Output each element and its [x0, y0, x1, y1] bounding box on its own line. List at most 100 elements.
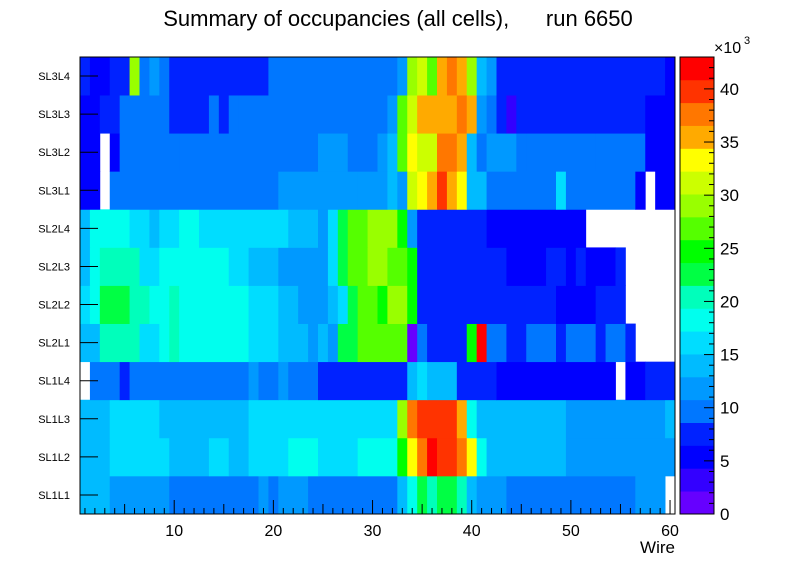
heatmap-cell	[456, 323, 468, 363]
heatmap-cell	[248, 399, 359, 439]
heatmap-cell	[119, 133, 180, 172]
heatmap-cell	[417, 285, 428, 324]
heatmap-cell	[119, 57, 130, 96]
heatmap-cell	[456, 95, 468, 134]
heatmap-cell	[129, 285, 150, 324]
y-tick-label: SL3L2	[38, 147, 70, 159]
x-tick-label: 30	[364, 523, 382, 540]
heatmap-cell	[526, 323, 557, 363]
heatmap-cell	[595, 95, 646, 134]
heatmap-cell	[327, 209, 339, 248]
heatmap-cell	[556, 285, 597, 324]
heatmap-cell	[99, 95, 121, 134]
heatmap-cell	[476, 399, 567, 439]
heatmap-cell	[565, 247, 577, 286]
heatmap-cell	[407, 95, 418, 134]
heatmap-cell	[407, 209, 418, 248]
heatmap-cell	[109, 475, 170, 515]
heatmap-cell	[119, 95, 170, 134]
colorbar-bin	[680, 491, 714, 515]
heatmap-cell	[397, 95, 408, 134]
colorbar-tick-label: 20	[720, 292, 739, 311]
y-tick-label: SL3L1	[38, 185, 70, 197]
heatmap-cell	[129, 361, 249, 401]
heatmap-cell	[318, 133, 349, 172]
heatmap-cell	[278, 247, 329, 286]
heatmap-cell	[437, 437, 458, 477]
heatmap-cell	[645, 133, 676, 172]
heatmap-cell	[486, 323, 507, 363]
y-tick-label: SL1L4	[38, 376, 70, 388]
y-tick-label: SL2L1	[38, 338, 70, 350]
heatmap-cell	[258, 475, 269, 515]
colorbar-tick-label: 0	[720, 505, 729, 524]
colorbar-frame	[679, 56, 715, 515]
heatmap-cell	[486, 437, 567, 477]
heatmap-cell	[367, 247, 388, 286]
heatmap-cell	[427, 171, 438, 210]
colorbar-tick-label: 35	[720, 133, 739, 152]
heatmap-cell	[456, 171, 468, 210]
heatmap-cell	[556, 171, 567, 210]
colorbar-exponent: ×10	[714, 40, 741, 57]
x-axis-label: Wire	[640, 538, 675, 557]
heatmap-cell	[427, 57, 438, 96]
heatmap-cell	[109, 171, 279, 210]
heatmap-cell	[615, 247, 626, 286]
heatmap-cell	[228, 247, 240, 286]
heatmap-cell	[407, 399, 418, 439]
heatmap-cell	[486, 133, 517, 172]
heatmap-cell	[506, 247, 547, 286]
heatmap-cell	[397, 57, 408, 96]
heatmap-cell	[476, 133, 487, 172]
heatmap-cell	[407, 361, 418, 401]
heatmap-cell	[357, 437, 398, 477]
colorbar-bin	[680, 216, 714, 241]
heatmap-cell	[565, 437, 676, 477]
heatmap-cell	[318, 209, 329, 248]
heatmap-cell	[367, 209, 398, 248]
heatmap-cell	[347, 285, 359, 324]
heatmap-cell	[486, 57, 497, 96]
x-tick-label: 20	[264, 523, 282, 540]
heatmap-cell	[337, 285, 349, 324]
heatmap-cell	[337, 247, 349, 286]
heatmap-cell	[456, 361, 497, 401]
heatmap-cell	[248, 437, 289, 477]
heatmap-cell	[397, 475, 408, 515]
colorbar-tick-label: 25	[720, 239, 739, 258]
heatmap-cell	[228, 95, 240, 134]
y-tick-label: SL2L2	[38, 300, 70, 312]
colorbar-bin	[680, 308, 714, 332]
heatmap-cell	[109, 133, 121, 172]
heatmap-cell	[417, 437, 428, 477]
heatmap-cell	[417, 171, 428, 210]
heatmap-cell	[347, 247, 368, 286]
colorbar-tick-label: 30	[720, 186, 739, 205]
heatmap-cell	[496, 361, 616, 401]
heatmap-cell	[89, 57, 111, 96]
heatmap-cell	[278, 361, 289, 401]
heatmap-cell	[466, 95, 478, 134]
heatmap-cell	[347, 133, 378, 172]
heatmap-cell	[337, 323, 359, 363]
heatmap-cell	[298, 285, 329, 324]
heatmap-cell	[585, 247, 616, 286]
heatmap-cell	[456, 475, 468, 515]
heatmap-cell	[427, 209, 487, 248]
heatmap-cell	[308, 323, 319, 363]
heatmap-cell	[159, 209, 180, 248]
heatmap-cell	[446, 171, 458, 210]
heatmap-cell	[218, 95, 230, 134]
heatmap-cell	[387, 247, 408, 286]
heatmap-cell	[516, 95, 527, 134]
heatmap-cell	[109, 437, 170, 477]
colorbar-bin	[680, 399, 714, 423]
heatmap-cell	[635, 171, 646, 210]
heatmap-cell	[278, 323, 309, 363]
heatmap-cell	[357, 323, 408, 363]
y-tick-label: SL2L4	[38, 223, 70, 235]
heatmap-cell	[427, 247, 507, 286]
heatmap-cell	[109, 399, 160, 439]
